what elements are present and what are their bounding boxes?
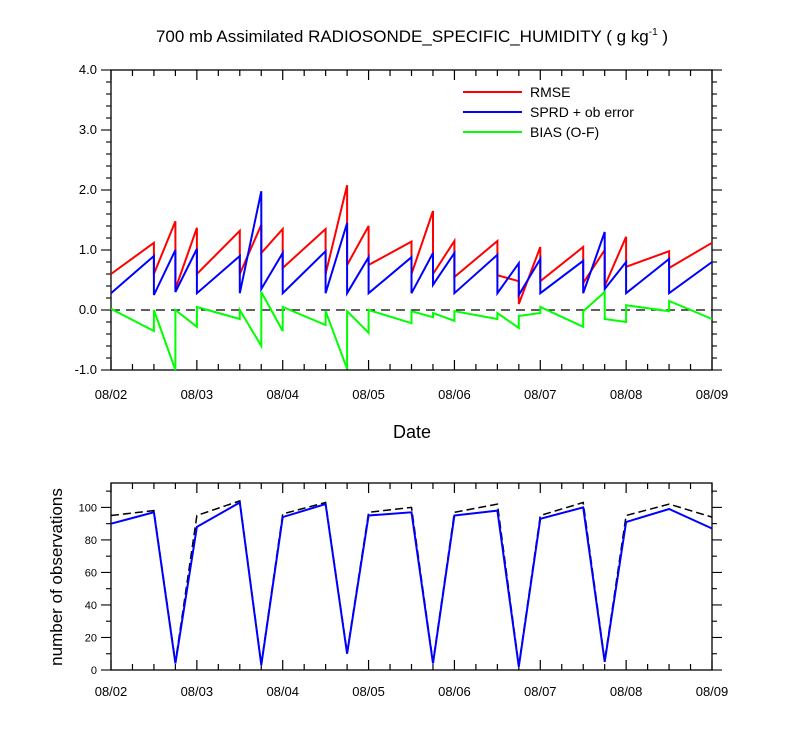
x-tick-label: 08/06 — [438, 387, 471, 402]
y-tick-label: 2.0 — [79, 182, 97, 197]
x-tick-label: 08/08 — [610, 387, 643, 402]
y-tick-label: 60 — [85, 567, 97, 579]
x-tick-label: 08/09 — [696, 684, 729, 699]
x-tick-label: 08/03 — [181, 684, 214, 699]
x-tick-label: 08/08 — [610, 684, 643, 699]
y-tick-label: 0.0 — [79, 302, 97, 317]
bottom-plot: 08/02 08/03 08/04 08/05 08/06 08/07 08/08 08/09… — [79, 482, 729, 699]
x-tick-label: 08/07 — [524, 684, 557, 699]
chart-title: 700 mb Assimilated RADIOSONDE_SPECIFIC_H… — [156, 27, 668, 46]
legend-label: BIAS (O-F) — [530, 124, 599, 140]
y-tick-label: 0 — [91, 665, 97, 677]
x-tick-label: 08/04 — [266, 387, 299, 402]
x-tick-label: 08/02 — [95, 387, 128, 402]
x-tick-label: 08/07 — [524, 387, 557, 402]
title-end: ) — [658, 27, 668, 46]
series-line-sprd-ob-error — [110, 190, 713, 299]
y-tick-label: 4.0 — [79, 62, 97, 77]
legend-label: SPRD + ob error — [530, 104, 634, 120]
plot-frame — [110, 482, 713, 671]
title-superscript: -1 — [649, 27, 658, 38]
y-tick-label: 1.0 — [79, 242, 97, 257]
y-tick-label: 3.0 — [79, 122, 97, 137]
series-line-assimilated — [110, 500, 713, 667]
top-x-axis-label: Date — [393, 422, 431, 442]
x-tick-label: 08/09 — [696, 387, 729, 402]
bottom-y-axis-label: number of observations — [47, 488, 66, 666]
x-tick-label: 08/04 — [266, 684, 299, 699]
x-tick-label: 08/05 — [352, 387, 385, 402]
y-tick-label: 80 — [85, 535, 97, 547]
y-tick-label: 100 — [79, 502, 97, 514]
y-tick-label: 40 — [85, 600, 97, 612]
legend-label: RMSE — [530, 84, 570, 100]
x-tick-label: 08/05 — [352, 684, 385, 699]
y-tick-label: -1.0 — [75, 362, 97, 377]
y-tick-label: 20 — [85, 632, 97, 644]
legend: RMSE SPRD + ob error BIAS (O-F) — [463, 84, 634, 140]
title-main: 700 mb Assimilated RADIOSONDE_SPECIFIC_H… — [156, 27, 649, 46]
x-tick-label: 08/06 — [438, 684, 471, 699]
top-plot: 08/02 08/03 08/04 08/05 08/06 08/07 08/08 08/09… — [75, 62, 729, 402]
x-tick-label: 08/03 — [181, 387, 214, 402]
x-tick-label: 08/02 — [95, 684, 128, 699]
series-line-bias-o-f — [110, 289, 713, 371]
